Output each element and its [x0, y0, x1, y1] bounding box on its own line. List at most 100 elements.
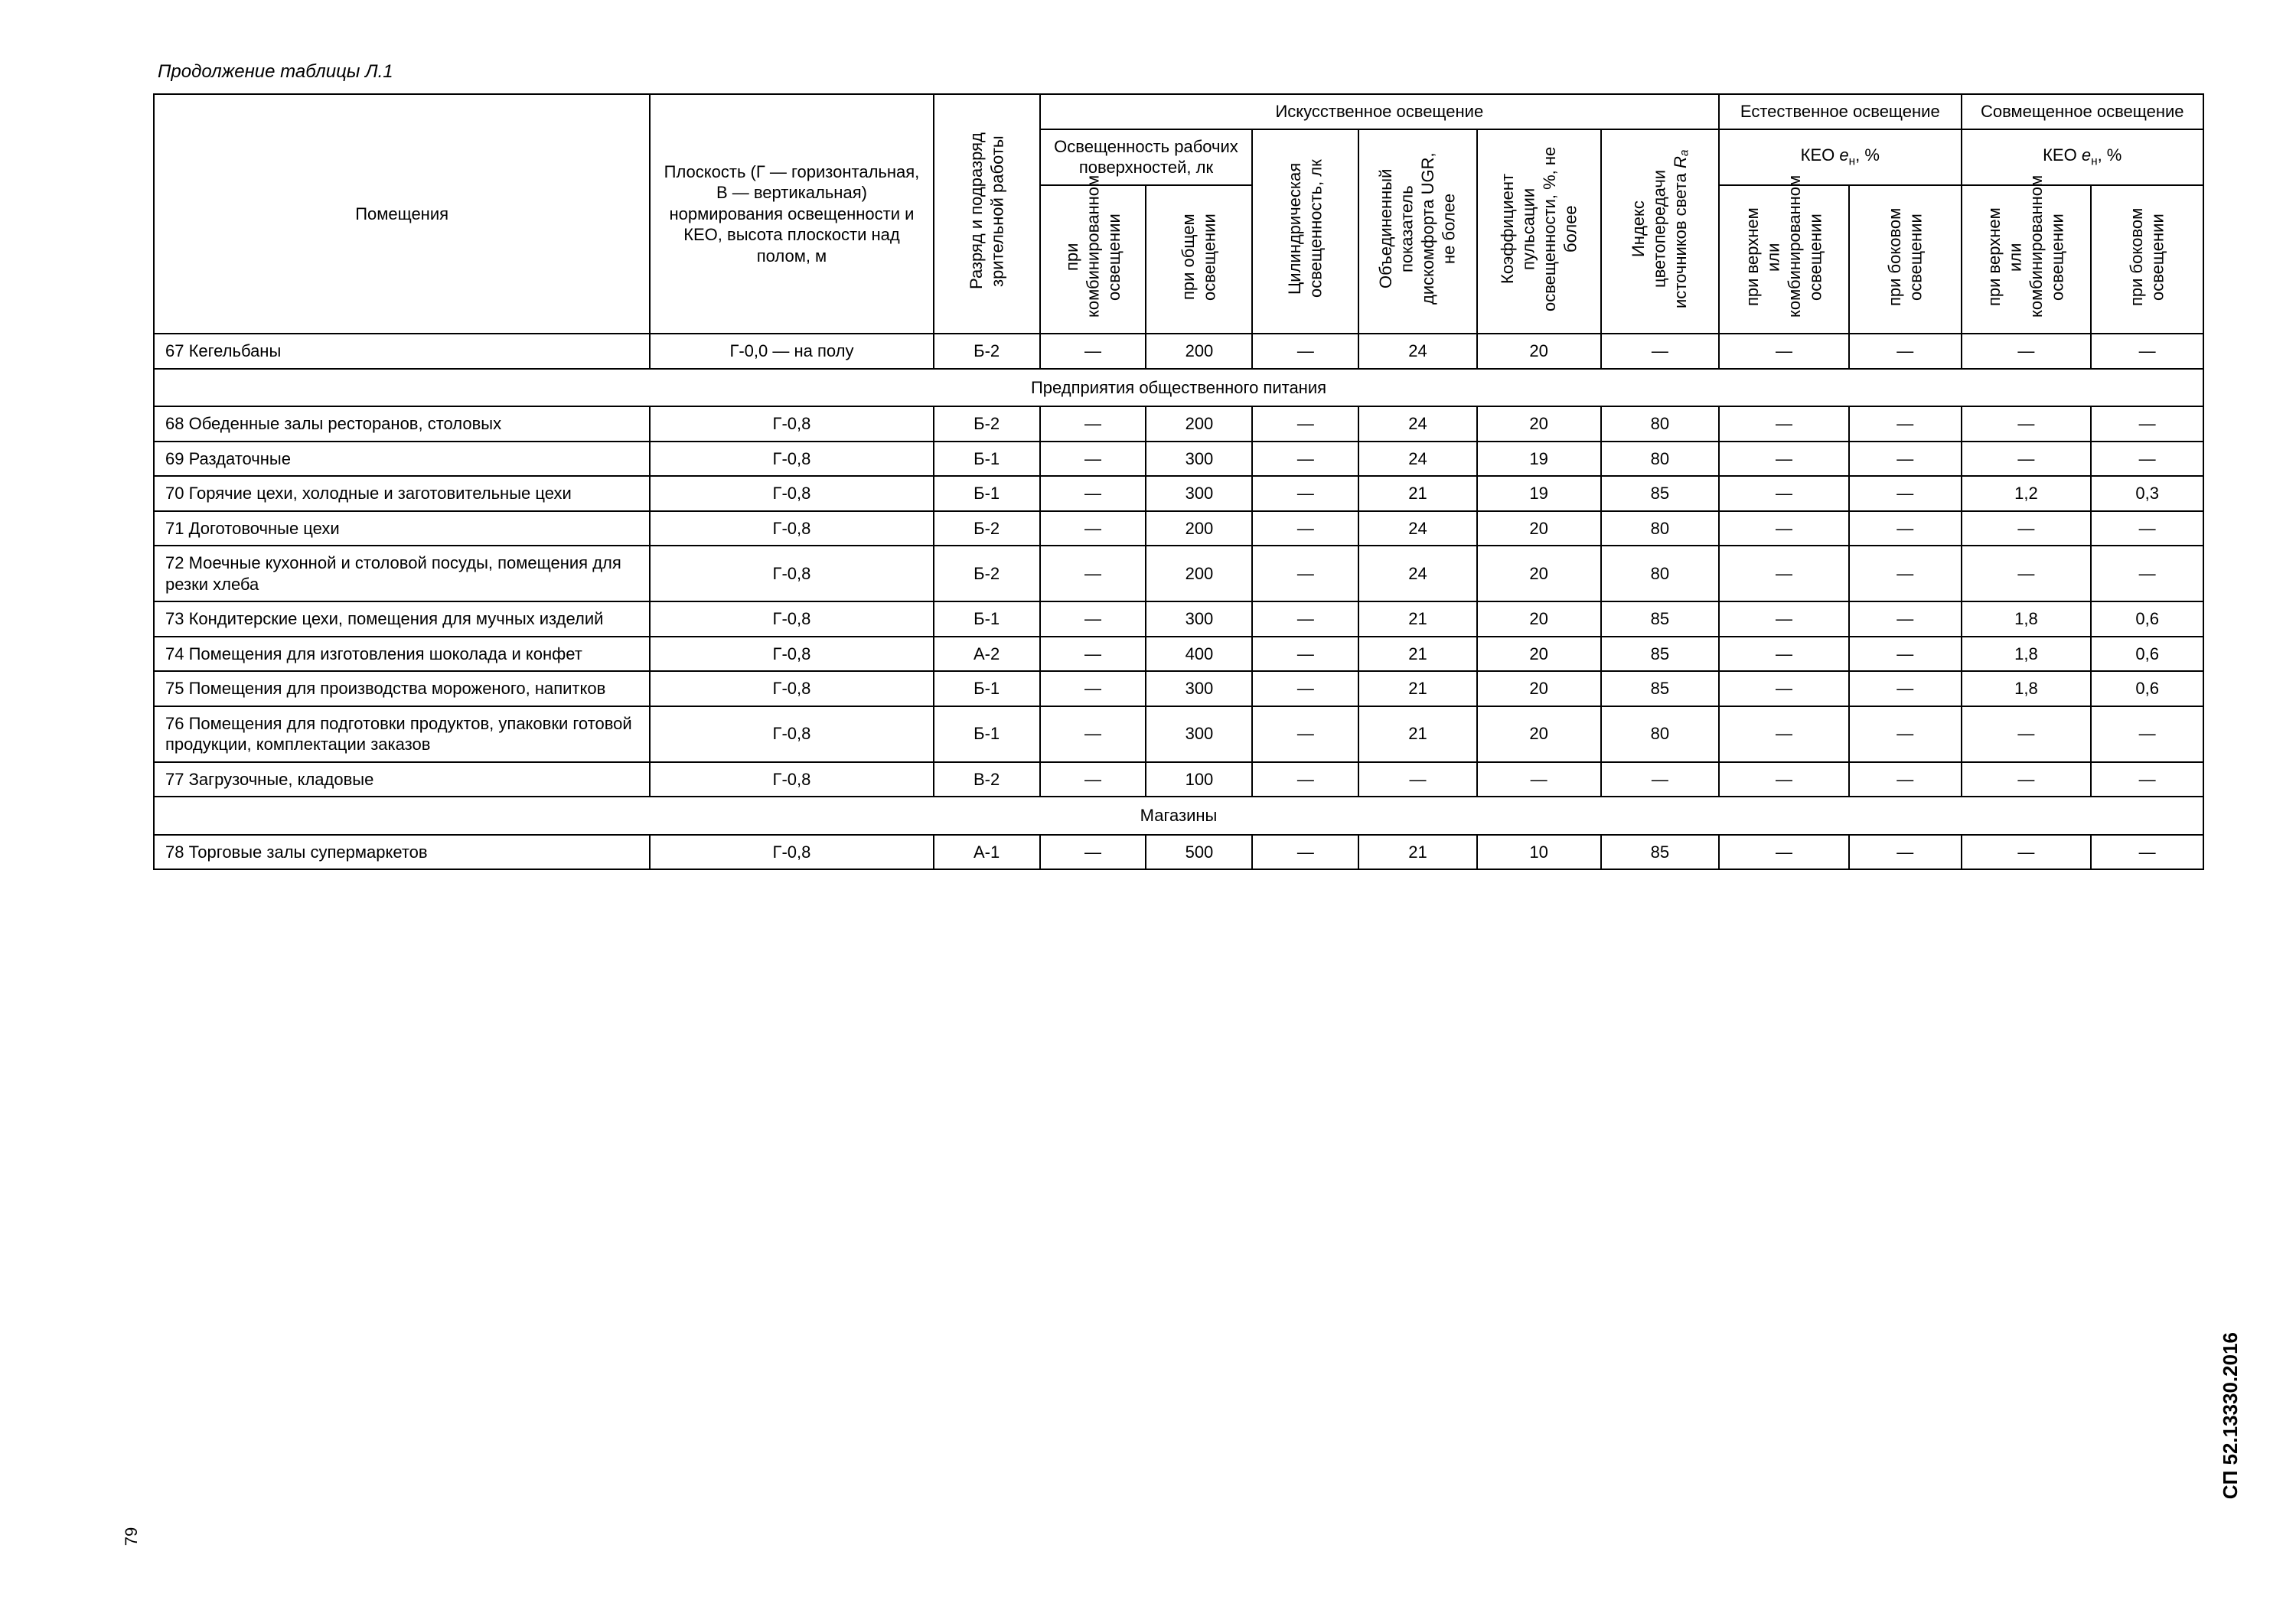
cell-value: Б-1: [934, 601, 1040, 637]
cell-value: Г-0,8: [650, 671, 933, 706]
table-body: 67 КегельбаныГ-0,0 — на полуБ-2—200—2420…: [154, 334, 2203, 869]
cell-value: Г-0,8: [650, 762, 933, 797]
col-general: при общем освещении: [1146, 185, 1252, 334]
col-room: Помещения: [154, 94, 650, 334]
cell-value: Г-0,8: [650, 406, 933, 442]
cell-value: Б-1: [934, 706, 1040, 762]
cell-value: Г-0,8: [650, 835, 933, 870]
cell-value: —: [1040, 601, 1146, 637]
cell-value: —: [1849, 546, 1962, 601]
cell-value: —: [1252, 546, 1358, 601]
cell-value: —: [1849, 334, 1962, 369]
cell-value: —: [1252, 671, 1358, 706]
cell-value: 100: [1146, 762, 1252, 797]
cell-value: 20: [1477, 511, 1601, 546]
cell-value: Б-1: [934, 671, 1040, 706]
cell-value: 1,8: [1962, 671, 2092, 706]
cell-value: —: [1962, 334, 2092, 369]
cell-value: —: [1849, 406, 1962, 442]
cell-value: —: [1962, 442, 2092, 477]
cell-value: —: [1962, 546, 2092, 601]
cell-value: —: [1252, 442, 1358, 477]
section-header-row: Предприятия общественного питания: [154, 369, 2203, 407]
cell-value: 400: [1146, 637, 1252, 672]
cell-room: 71 Доготовочные цехи: [154, 511, 650, 546]
cell-value: —: [1849, 706, 1962, 762]
col-combined: Совмещенное освещение: [1962, 94, 2204, 129]
cell-value: 85: [1601, 637, 1719, 672]
section-title: Магазины: [154, 797, 2203, 835]
cell-value: 0,6: [2091, 637, 2203, 672]
document-code: СП 52.13330.2016: [2219, 1332, 2242, 1499]
cell-value: 500: [1146, 835, 1252, 870]
cell-value: —: [1719, 637, 1849, 672]
cell-value: 1,8: [1962, 637, 2092, 672]
cell-value: Г-0,8: [650, 476, 933, 511]
cell-value: В-2: [934, 762, 1040, 797]
cell-room: 78 Торговые залы супермаркетов: [154, 835, 650, 870]
table-row: 71 Доготовочные цехиГ-0,8Б-2—200—242080—…: [154, 511, 2203, 546]
cell-room: 72 Моечные кухонной и столовой посуды, п…: [154, 546, 650, 601]
cell-room: 70 Горячие цехи, холодные и заготовитель…: [154, 476, 650, 511]
cell-value: —: [2091, 835, 2203, 870]
cell-value: —: [1962, 511, 2092, 546]
col-ugr: Объединенный показатель дискомфорта UGR,…: [1358, 129, 1476, 334]
cell-value: 80: [1601, 546, 1719, 601]
table-row: 73 Кондитерские цехи, помещения для мучн…: [154, 601, 2203, 637]
cell-value: Г-0,8: [650, 546, 933, 601]
cell-value: 20: [1477, 706, 1601, 762]
cell-value: —: [2091, 706, 2203, 762]
cell-value: —: [1040, 476, 1146, 511]
cell-room: 69 Раздаточные: [154, 442, 650, 477]
col-comb-side: при боковом освещении: [2091, 185, 2203, 334]
cell-value: —: [1252, 637, 1358, 672]
cell-value: Г-0,8: [650, 601, 933, 637]
cell-value: 1,8: [1962, 601, 2092, 637]
cell-value: Г-0,8: [650, 511, 933, 546]
cell-value: —: [1849, 442, 1962, 477]
cell-value: Г-0,0 — на полу: [650, 334, 933, 369]
table-row: 70 Горячие цехи, холодные и заготовитель…: [154, 476, 2203, 511]
cell-value: —: [1252, 601, 1358, 637]
cell-value: Б-1: [934, 476, 1040, 511]
cell-room: 77 Загрузочные, кладовые: [154, 762, 650, 797]
cell-value: 21: [1358, 601, 1476, 637]
cell-value: Б-2: [934, 406, 1040, 442]
cell-value: 20: [1477, 546, 1601, 601]
cell-value: —: [1719, 706, 1849, 762]
cell-value: 20: [1477, 334, 1601, 369]
cell-value: —: [2091, 442, 2203, 477]
cell-value: —: [1719, 601, 1849, 637]
col-natural: Естественное освещение: [1719, 94, 1961, 129]
cell-value: —: [1252, 835, 1358, 870]
table-row: 68 Обеденные залы ресторанов, столовыхГ-…: [154, 406, 2203, 442]
cell-value: 300: [1146, 442, 1252, 477]
cell-value: А-1: [934, 835, 1040, 870]
cell-value: 200: [1146, 546, 1252, 601]
cell-value: —: [1040, 835, 1146, 870]
cell-room: 67 Кегельбаны: [154, 334, 650, 369]
cell-value: 21: [1358, 637, 1476, 672]
col-combi: при комбинированном освещении: [1040, 185, 1146, 334]
cell-value: 200: [1146, 334, 1252, 369]
section-title: Предприятия общественного питания: [154, 369, 2203, 407]
table-row: 77 Загрузочные, кладовыеГ-0,8В-2—100————…: [154, 762, 2203, 797]
cell-value: —: [1040, 442, 1146, 477]
cell-value: 300: [1146, 671, 1252, 706]
col-nat-side: при боковом освещении: [1849, 185, 1962, 334]
cell-value: 85: [1601, 476, 1719, 511]
cell-value: 0,6: [2091, 671, 2203, 706]
cell-value: —: [1040, 762, 1146, 797]
cell-value: —: [2091, 546, 2203, 601]
cell-value: 80: [1601, 511, 1719, 546]
cell-value: —: [1849, 511, 1962, 546]
col-ra: Индекс цветопередачи источников света Ra: [1601, 129, 1719, 334]
col-cylindrical: Цилиндрическая освещенность, лк: [1252, 129, 1358, 334]
col-nat-top: при верхнем или комбинированном освещени…: [1719, 185, 1849, 334]
cell-value: 24: [1358, 406, 1476, 442]
table-row: 72 Моечные кухонной и столовой посуды, п…: [154, 546, 2203, 601]
cell-value: Г-0,8: [650, 706, 933, 762]
cell-value: 19: [1477, 442, 1601, 477]
cell-value: —: [1849, 671, 1962, 706]
cell-value: —: [1477, 762, 1601, 797]
